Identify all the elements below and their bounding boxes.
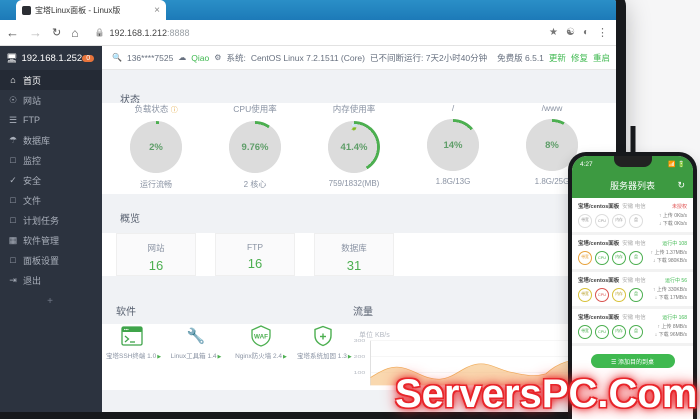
svg-text:WAF: WAF bbox=[254, 334, 268, 341]
svg-text:200: 200 bbox=[354, 355, 366, 359]
svg-text:300: 300 bbox=[354, 339, 366, 343]
svg-text:100: 100 bbox=[354, 371, 366, 375]
